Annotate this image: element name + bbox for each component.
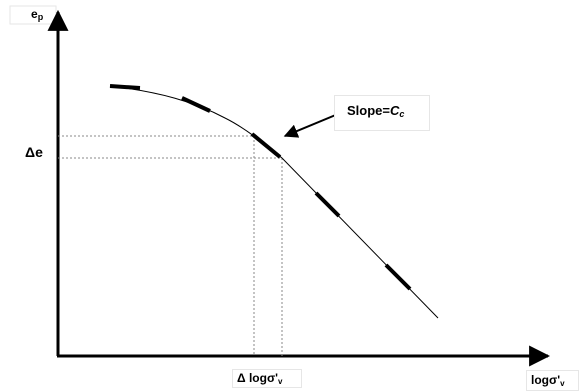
- curve-dashes: [109, 84, 412, 291]
- slope-pointer-icon: [283, 113, 339, 138]
- guide-lines: [58, 135, 283, 356]
- slope-label-subscript: c: [399, 109, 405, 119]
- slope-label-prefix: Slope=: [347, 103, 390, 118]
- delta-e-label: Δe: [25, 144, 43, 160]
- slope-label-box: [334, 95, 430, 131]
- x-axis-label: logσ'v: [531, 374, 565, 388]
- y-axis-label-text: e: [31, 7, 38, 21]
- slope-label-symbol: C: [390, 103, 400, 118]
- delta-log-label-text: Δ logσ': [237, 371, 279, 385]
- curve-dash: [314, 191, 341, 218]
- curve-dash: [181, 96, 211, 113]
- x-axis-label-subscript: v: [560, 379, 565, 388]
- delta-log-label-box: [232, 369, 302, 388]
- delta-log-label: Δ logσ'v: [237, 372, 282, 386]
- y-axis-label-subscript: p: [37, 12, 44, 22]
- x-axis-label-text: logσ': [531, 373, 561, 387]
- y-axis-label: ep: [31, 8, 43, 22]
- curve-dash: [109, 84, 141, 90]
- delta-log-label-subscript: v: [278, 377, 283, 386]
- curve-dash: [384, 263, 412, 291]
- slope-label: Slope=Cc: [347, 104, 404, 119]
- curve-dash: [250, 132, 282, 159]
